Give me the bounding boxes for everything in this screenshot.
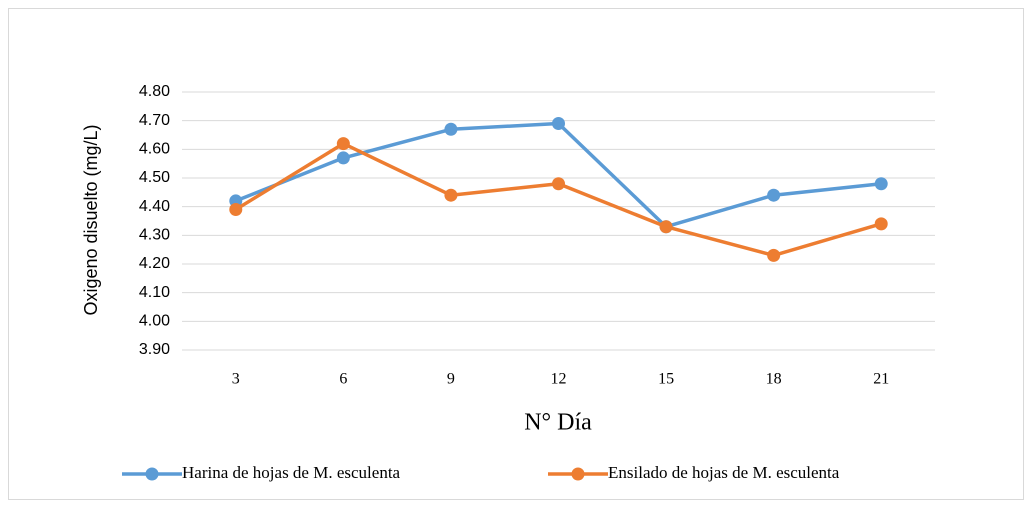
marker (336, 137, 350, 151)
marker (444, 122, 458, 136)
y-tick-label: 3.90 (139, 341, 170, 358)
marker (552, 117, 565, 131)
y-tick-label: 4.50 (139, 169, 170, 186)
x-tick-label: 15 (658, 371, 674, 388)
y-tick-label: 4.30 (139, 227, 170, 244)
x-axis-label: N° Día (524, 410, 592, 436)
y-tick-label: 4.70 (139, 112, 170, 129)
x-tick-label: 12 (551, 371, 567, 388)
y-tick-label: 4.00 (139, 313, 170, 330)
legend-marker (145, 467, 159, 481)
y-tick-label: 4.10 (139, 284, 170, 301)
x-tick-label: 9 (447, 371, 455, 388)
y-axis-label: Oxigeno disuelto (mg/L) (81, 124, 101, 315)
marker (552, 177, 565, 191)
y-tick-label: 4.20 (139, 255, 170, 272)
chart-border (8, 8, 1024, 500)
marker (229, 203, 243, 217)
x-tick-label: 21 (873, 371, 889, 388)
marker (659, 220, 673, 234)
legend-marker (571, 467, 585, 481)
legend-label: Harina de hojas de M. esculenta (182, 463, 401, 482)
marker (767, 248, 781, 262)
marker (767, 188, 781, 202)
x-tick-label: 6 (339, 371, 347, 388)
marker (874, 177, 888, 191)
x-tick-label: 3 (232, 371, 240, 388)
y-tick-label: 4.80 (139, 83, 170, 100)
x-tick-label: 18 (766, 371, 782, 388)
y-tick-label: 4.60 (139, 141, 170, 158)
y-tick-label: 4.40 (139, 198, 170, 215)
marker (444, 188, 458, 202)
marker (874, 217, 888, 231)
marker (336, 151, 350, 165)
legend-label: Ensilado de hojas de M. esculenta (608, 463, 840, 482)
